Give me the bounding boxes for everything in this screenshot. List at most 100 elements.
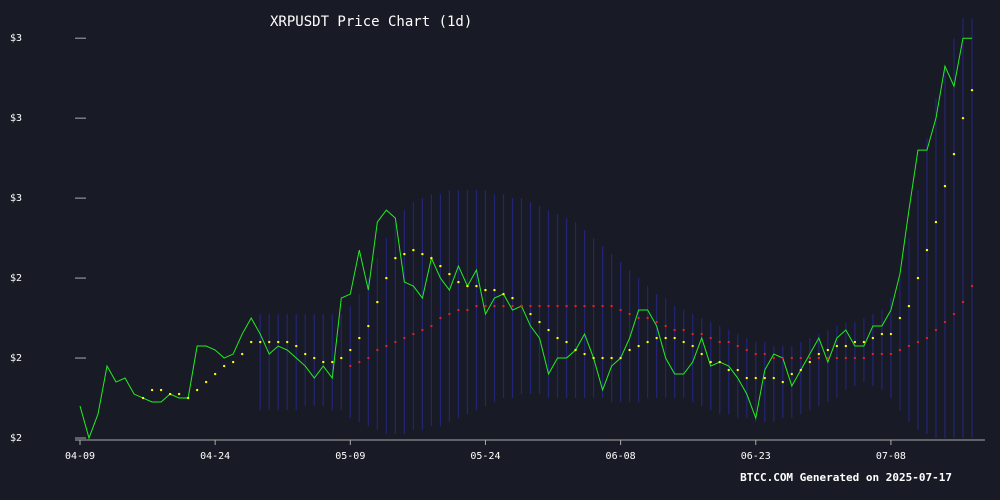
indicator-dot: [916, 276, 920, 280]
indicator-dot: [421, 252, 424, 256]
indicator-dot: [745, 348, 748, 352]
indicator-dot: [358, 360, 361, 364]
indicator-dot: [277, 340, 280, 344]
indicator-dot: [907, 304, 911, 308]
footer-annotation: BTCC.COM Generated on 2025-07-17: [740, 471, 952, 484]
indicator-dot: [961, 300, 965, 304]
indicator-dot: [952, 152, 956, 156]
indicator-dot: [871, 352, 875, 356]
y-tick-label: $2: [10, 433, 22, 444]
indicator-dot: [168, 392, 172, 396]
indicator-dot: [844, 344, 848, 348]
indicator-dot: [574, 348, 577, 352]
indicator-dot: [349, 348, 352, 352]
indicator-dot: [754, 376, 757, 380]
indicator-dot: [213, 372, 217, 376]
x-tick-label: 07-08: [876, 451, 906, 462]
indicator-dot: [186, 396, 190, 400]
indicator-dot: [925, 336, 929, 340]
indicator-dot: [862, 356, 866, 360]
indicator-dot: [853, 356, 857, 360]
indicator-dot: [619, 356, 622, 360]
indicator-dot: [763, 352, 766, 356]
indicator-dot: [880, 352, 884, 356]
indicator-dot: [727, 340, 730, 344]
indicator-dot: [637, 344, 640, 348]
indicator-dot: [826, 356, 830, 360]
indicator-dot: [862, 340, 866, 344]
indicator-dot: [385, 344, 388, 348]
y-tick-label: $3: [10, 33, 22, 44]
indicator-dot: [835, 356, 839, 360]
indicator-dot: [204, 380, 208, 384]
indicator-dot: [439, 264, 442, 268]
indicator-dot: [691, 344, 694, 348]
indicator-dot: [781, 380, 784, 384]
indicator-dot: [403, 252, 406, 256]
indicator-dot: [538, 304, 541, 308]
indicator-dot: [916, 340, 920, 344]
indicator-dot: [700, 352, 703, 356]
indicator-dot: [898, 348, 902, 352]
indicator-dot: [430, 256, 433, 260]
indicator-dot: [709, 336, 712, 340]
indicator-dot: [394, 340, 397, 344]
y-tick-label: $3: [10, 113, 22, 124]
indicator-dot: [222, 364, 226, 368]
indicator-dot: [718, 360, 721, 364]
indicator-dot: [970, 284, 974, 288]
indicator-dot: [240, 352, 244, 356]
indicator-dot: [583, 352, 586, 356]
indicator-dot: [448, 272, 451, 276]
x-tick-label: 04-09: [65, 451, 95, 462]
indicator-dot: [457, 308, 460, 312]
indicator-dot: [502, 304, 505, 308]
indicator-dot: [889, 332, 893, 336]
indicator-dot: [961, 116, 965, 120]
indicator-dot: [592, 356, 595, 360]
indicator-dot: [583, 304, 586, 308]
indicator-dot: [340, 356, 343, 360]
indicator-dot: [529, 304, 532, 308]
indicator-dot: [466, 308, 469, 312]
indicator-dot: [493, 288, 496, 292]
indicator-dot: [484, 304, 487, 308]
indicator-dot: [295, 344, 298, 348]
indicator-dot: [231, 360, 235, 364]
indicator-dot: [412, 248, 415, 252]
indicator-dot: [673, 328, 676, 332]
indicator-dot: [574, 304, 577, 308]
indicator-dot: [439, 316, 442, 320]
indicator-dot: [880, 332, 884, 336]
x-tick-label: 06-23: [741, 451, 771, 462]
indicator-dot: [457, 280, 460, 284]
indicator-dot: [799, 356, 803, 360]
indicator-dot: [871, 336, 875, 340]
indicator-dot: [664, 324, 667, 328]
indicator-dot: [331, 360, 334, 364]
indicator-dot: [150, 388, 154, 392]
indicator-dot: [466, 284, 469, 288]
indicator-dot: [646, 316, 649, 320]
indicator-dot: [934, 220, 938, 224]
indicator-dot: [322, 360, 325, 364]
indicator-dot: [403, 336, 406, 340]
indicator-dot: [249, 340, 253, 344]
y-tick-label: $3: [10, 193, 22, 204]
indicator-dot: [385, 276, 388, 280]
indicator-dot: [349, 364, 352, 368]
y-tick-label: $2: [10, 273, 22, 284]
indicator-dot: [772, 376, 775, 380]
indicator-dot: [565, 304, 568, 308]
indicator-dot: [808, 356, 812, 360]
indicator-dot: [844, 356, 848, 360]
indicator-dot: [502, 292, 505, 296]
indicator-dot: [520, 304, 523, 308]
indicator-dot: [177, 392, 181, 396]
indicator-dot: [682, 328, 685, 332]
indicator-dot: [610, 356, 613, 360]
price-line: [79, 37, 972, 440]
indicator-dot: [934, 328, 938, 332]
indicator-dot: [511, 296, 514, 300]
